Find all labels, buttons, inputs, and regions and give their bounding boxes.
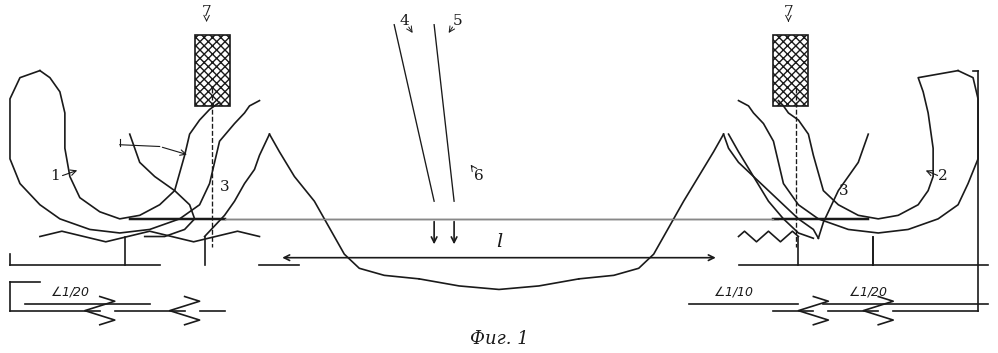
Text: 7: 7 <box>783 5 793 19</box>
Bar <box>773 35 808 106</box>
Text: $\angle$1/20: $\angle$1/20 <box>848 284 888 299</box>
Text: 6: 6 <box>474 169 484 184</box>
Text: $\angle$1/20: $\angle$1/20 <box>50 284 90 299</box>
Bar <box>195 35 230 106</box>
Text: 5: 5 <box>452 14 462 28</box>
Text: 7: 7 <box>202 5 212 19</box>
Text: l: l <box>496 233 502 251</box>
Text: 2: 2 <box>938 169 948 184</box>
Text: 1: 1 <box>50 169 60 184</box>
Text: Фиг. 1: Фиг. 1 <box>470 330 528 348</box>
Text: 4: 4 <box>399 14 409 28</box>
Text: $\angle$1/10: $\angle$1/10 <box>714 284 753 299</box>
Text: 3: 3 <box>838 184 848 198</box>
Text: 3: 3 <box>220 180 230 194</box>
